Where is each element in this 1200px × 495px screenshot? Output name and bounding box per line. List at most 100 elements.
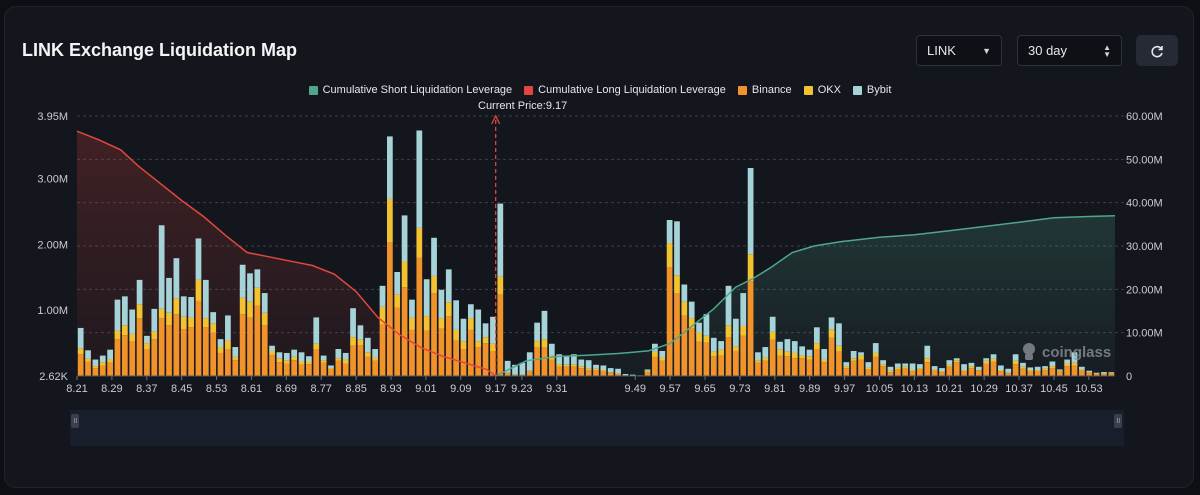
binance-bar (158, 318, 165, 376)
binance-bar (946, 366, 953, 376)
okx-bar (917, 368, 923, 370)
x-axis-tick-label: 8.69 (276, 383, 297, 395)
bybit-bar (519, 362, 526, 375)
x-axis-tick-label: 9.09 (450, 383, 471, 395)
binance-bar (828, 337, 835, 376)
binance-bar (821, 362, 828, 376)
bybit-bar (836, 323, 842, 346)
okx-bar (482, 337, 489, 344)
bybit-bar (423, 279, 430, 317)
slider-handle-right[interactable]: ॥ (1114, 414, 1122, 428)
left-axis-tick-label: 1.00M (37, 305, 68, 317)
binance-bar (593, 370, 599, 376)
okx-bar (394, 294, 401, 308)
okx-bar (261, 312, 268, 326)
okx-bar (445, 302, 452, 317)
legend-item-short[interactable]: Cumulative Short Liquidation Leverage (308, 84, 512, 96)
x-axis-tick-label: 8.77 (311, 383, 332, 395)
binance-bar (1049, 368, 1056, 376)
bybit-bar (269, 345, 275, 351)
legend-item-bybit[interactable]: Bybit (852, 84, 891, 96)
okx-bar (202, 318, 209, 328)
okx-bar (880, 364, 886, 367)
okx-bar (799, 355, 805, 359)
okx-bar (151, 331, 158, 340)
bybit-bar (276, 352, 283, 359)
okx-bar (217, 347, 224, 353)
bybit-bar (99, 355, 106, 363)
okx-bar (379, 306, 386, 324)
legend-item-binance[interactable]: Binance (737, 84, 792, 96)
range-select-value: 30 day (1028, 43, 1068, 58)
okx-bar (1086, 372, 1093, 373)
binance-bar (364, 356, 371, 376)
binance-bar (409, 329, 415, 376)
okx-bar (306, 361, 312, 365)
bybit-bar (387, 136, 393, 199)
binance-bar (276, 362, 283, 376)
binance-bar (306, 364, 312, 376)
bybit-bar (975, 366, 982, 371)
left-axis-tick-label: 2.62K (39, 371, 68, 383)
x-axis-tick-label: 10.37 (1005, 383, 1033, 395)
okx-bar (556, 364, 563, 367)
binance-bar (688, 327, 695, 376)
bybit-bar (652, 343, 658, 352)
okx-bar (431, 275, 437, 294)
bybit-bar (232, 347, 239, 357)
legend-item-long[interactable]: Cumulative Long Liquidation Leverage (524, 84, 726, 96)
okx-bar (571, 364, 577, 367)
okx-bar (475, 341, 482, 348)
binance-bar (652, 356, 658, 376)
binance-bar (843, 368, 850, 376)
okx-bar (718, 349, 725, 356)
okx-bar (210, 323, 217, 333)
bybit-bar (740, 293, 747, 326)
bybit-bar (129, 309, 136, 334)
okx-bar (350, 337, 356, 346)
binance-bar (202, 327, 209, 376)
legend-item-okx[interactable]: OKX (803, 84, 841, 96)
binance-bar (534, 347, 540, 376)
bybit-bar (799, 346, 805, 356)
x-axis-tick-label: 10.53 (1075, 383, 1103, 395)
left-axis-tick-label: 2.00M (37, 239, 68, 251)
binance-bar (909, 371, 916, 376)
bybit-bar (755, 352, 761, 361)
slider-handle-left[interactable]: ॥ (71, 414, 79, 428)
okx-bar (600, 370, 607, 372)
okx-bar (166, 312, 172, 326)
refresh-button[interactable] (1136, 35, 1178, 66)
binance-bar (121, 335, 128, 376)
bybit-bar (578, 359, 585, 367)
range-select[interactable]: 30 day ▲ ▼ (1017, 35, 1122, 66)
okx-bar (931, 369, 938, 371)
okx-bar (460, 341, 467, 350)
okx-bar (747, 254, 754, 282)
bybit-bar (247, 273, 253, 302)
binance-bar (335, 360, 342, 376)
okx-bar (291, 356, 298, 361)
binance-bar (107, 362, 113, 376)
bybit-bar (107, 349, 113, 360)
okx-bar (92, 366, 99, 369)
binance-bar (703, 342, 710, 376)
okx-bar (298, 361, 305, 365)
bybit-bar (401, 215, 408, 262)
okx-bar (1064, 363, 1071, 367)
x-axis-tick-label: 9.81 (764, 383, 785, 395)
x-axis-tick-label: 8.45 (171, 383, 192, 395)
bybit-bar (968, 362, 975, 367)
legend-swatch (524, 85, 534, 95)
binance-bar (710, 356, 717, 376)
bybit-bar (806, 349, 813, 357)
binance-bar (681, 315, 688, 376)
okx-bar (968, 366, 975, 369)
bybit-bar (1079, 366, 1085, 370)
bybit-bar (121, 296, 128, 326)
bybit-bar (144, 335, 150, 344)
binance-bar (283, 363, 290, 376)
range-slider[interactable] (70, 410, 1124, 446)
okx-bar (1071, 362, 1078, 366)
symbol-select[interactable]: LINK ▼ (916, 35, 1002, 66)
